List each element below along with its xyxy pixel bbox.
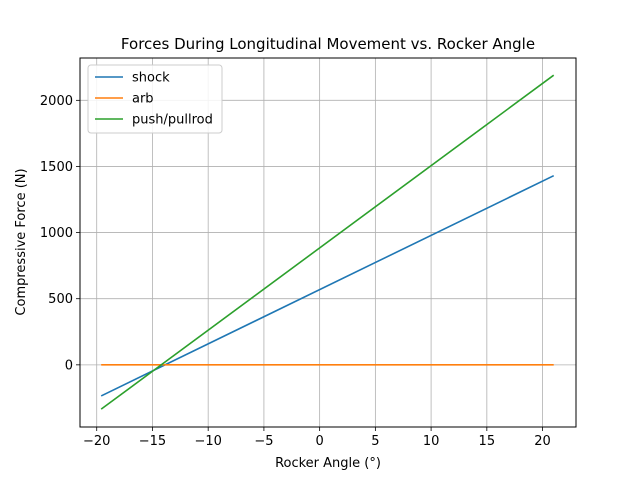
x-tick-label: −20 [83,434,110,449]
legend-box [87,64,223,134]
y-tick-label: 1000 [40,226,73,241]
x-axis-ticks: −20 −15 −10 −5 0 5 10 15 20 [83,427,551,449]
y-axis-label: Compressive Force (N) [14,168,29,315]
y-tick-label: 500 [48,292,73,307]
series-line-shock [100,174,555,397]
y-tick-label: 1500 [40,160,73,175]
chart-title: Forces During Longitudinal Movement vs. … [121,35,535,53]
x-tick-label: 20 [534,434,551,449]
y-tick-label: 2000 [40,94,73,109]
x-axis-label: Rocker Angle (°) [275,456,381,471]
y-axis-ticks: 0 500 1000 1500 2000 [40,94,80,373]
series-lines [100,74,555,410]
y-tick-label: 0 [65,358,73,373]
x-tick-label: 15 [479,434,496,449]
legend-label: shock [132,71,170,86]
plot-frame [79,57,577,428]
x-tick-label: 5 [371,434,379,449]
x-tick-label: 10 [423,434,440,449]
series-line-push-pullrod [100,74,555,410]
x-tick-label: −10 [194,434,221,449]
x-tick-label: 0 [315,434,323,449]
legend: shock arb push/pullrod [87,64,223,134]
grid [80,58,576,427]
legend-label: arb [132,92,154,107]
x-tick-label: −15 [139,434,166,449]
x-tick-label: −5 [254,434,273,449]
legend-label: push/pullrod [132,113,213,128]
